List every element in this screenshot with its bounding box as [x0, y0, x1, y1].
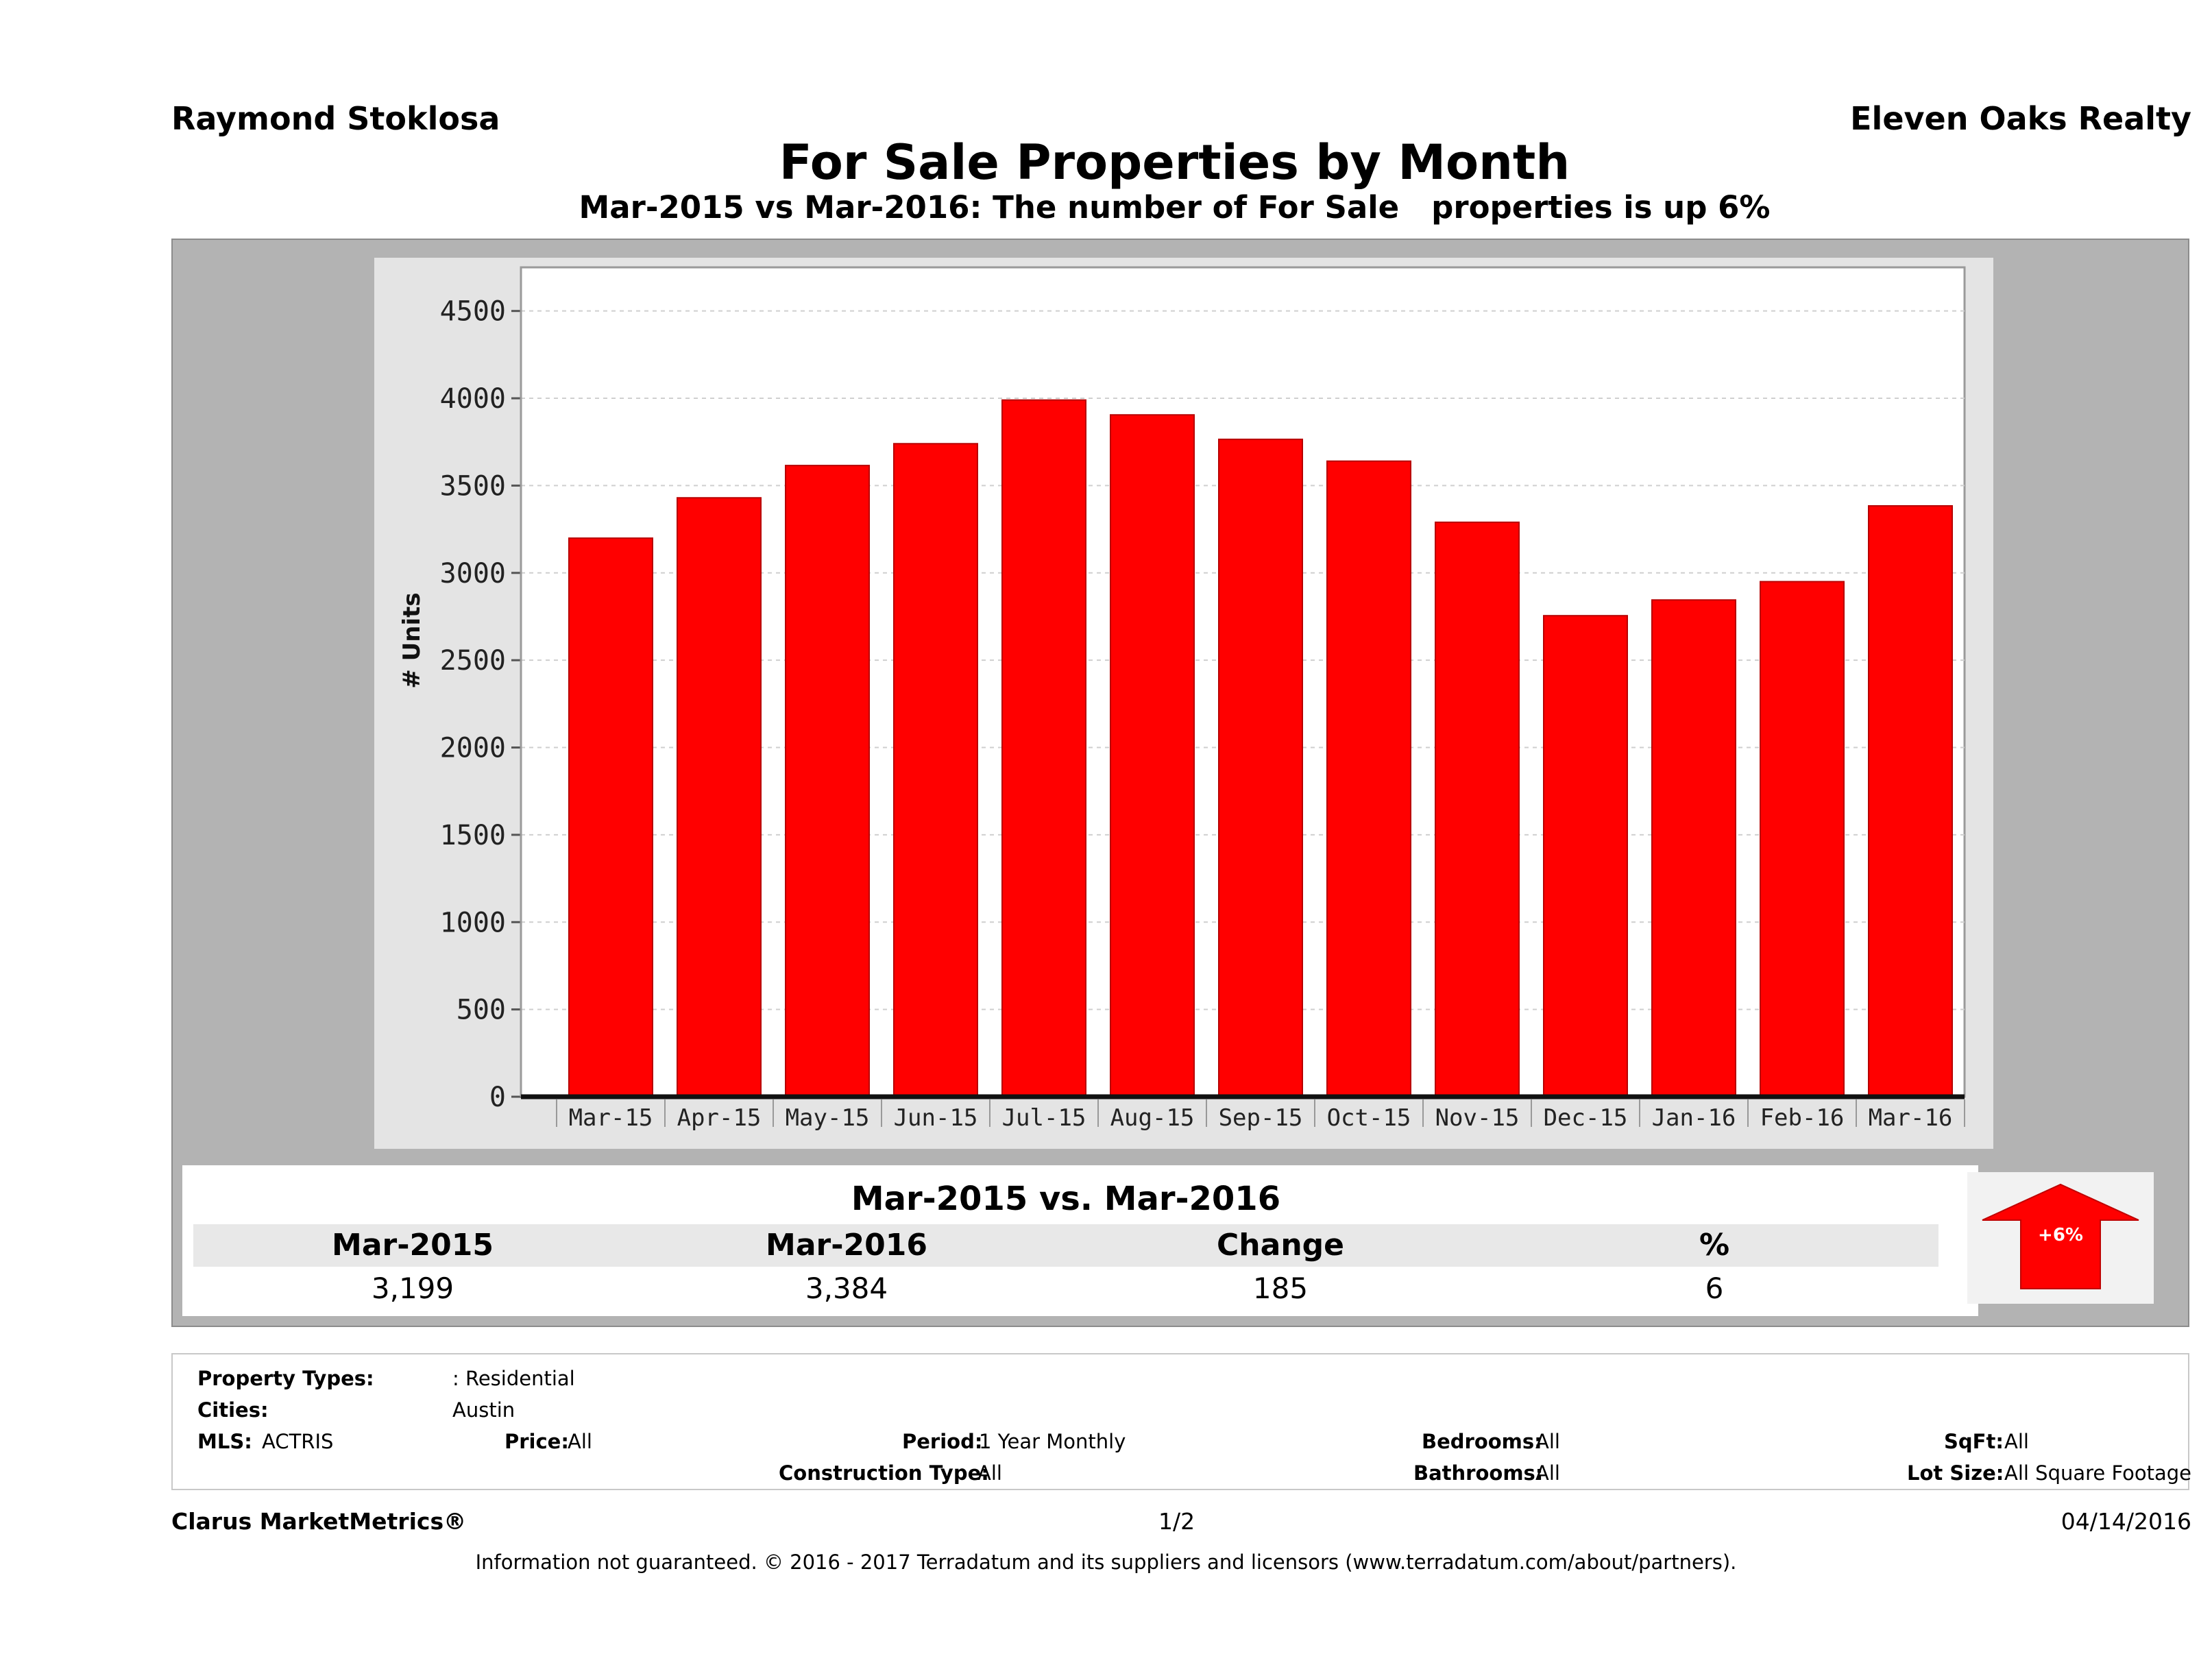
summary-header-mar2015: Mar-2015 — [332, 1228, 494, 1263]
bathrooms-label: Bathrooms: — [1413, 1461, 1544, 1485]
y-tick-label: 4500 — [440, 296, 506, 328]
summary-value-percent: 6 — [1705, 1272, 1724, 1305]
y-tick-label: 2500 — [440, 645, 506, 677]
x-tick-label: Sep-15 — [1219, 1104, 1303, 1132]
x-tick-label: Jan-16 — [1652, 1104, 1736, 1132]
x-tick-label: Nov-15 — [1435, 1104, 1520, 1132]
bar-nov-15 — [1435, 521, 1520, 1098]
y-tick-label: 1500 — [440, 820, 506, 851]
summary-header-change: Change — [1217, 1228, 1344, 1263]
chart-subtitle: Mar-2015 vs Mar-2016: The number of For … — [579, 189, 1771, 226]
property-types-value: : Residential — [452, 1367, 575, 1390]
bar-feb-16 — [1760, 581, 1845, 1097]
y-tick-label: 2000 — [440, 733, 506, 764]
up-arrow-icon: +6% — [1982, 1183, 2139, 1289]
agent-name: Raymond Stoklosa — [171, 100, 500, 137]
summary-title: Mar-2015 vs. Mar-2016 — [193, 1176, 1938, 1221]
lot-size-value: All Square Footage — [2004, 1461, 2192, 1485]
construction-type-value: All — [977, 1461, 1002, 1485]
property-types-label: Property Types: — [197, 1367, 374, 1390]
summary-value-change: 185 — [1252, 1272, 1309, 1305]
bar-mar-16 — [1868, 504, 1953, 1097]
x-tick-label: Jul-15 — [1002, 1104, 1086, 1132]
x-tick-label: Apr-15 — [677, 1104, 762, 1132]
mls-label: MLS: — [197, 1430, 252, 1453]
y-axis-label: # Units — [398, 592, 426, 688]
y-tick-label: 0 — [489, 1082, 506, 1113]
bar-dec-15 — [1543, 615, 1628, 1097]
price-value: All — [568, 1430, 592, 1453]
y-tick-label: 3000 — [440, 558, 506, 589]
x-tick-label: Feb-16 — [1760, 1104, 1845, 1132]
report-date: 04/14/2016 — [2061, 1508, 2191, 1535]
summary-header-row: Mar-2015 Mar-2016 Change % — [193, 1224, 1938, 1267]
x-tick-label: Dec-15 — [1544, 1104, 1628, 1132]
summary-header-percent: % — [1699, 1228, 1730, 1263]
page-number: 1/2 — [1158, 1508, 1195, 1535]
x-tick-label: Oct-15 — [1327, 1104, 1411, 1132]
chart-title: For Sale Properties by Month — [779, 134, 1570, 191]
bathrooms-value: All — [1535, 1461, 1560, 1485]
bar-jun-15 — [893, 443, 978, 1097]
cities-label: Cities: — [197, 1398, 269, 1422]
lot-size-label: Lot Size: — [1907, 1461, 2004, 1485]
change-badge: +6% — [1967, 1172, 2154, 1304]
period-value: 1 Year Monthly — [979, 1430, 1126, 1453]
bedrooms-value: All — [1535, 1430, 1560, 1453]
bar-jan-16 — [1651, 599, 1736, 1097]
y-tick-label: 3500 — [440, 470, 506, 502]
price-label: Price: — [505, 1430, 569, 1453]
y-tick-label: 4000 — [440, 383, 506, 415]
mls-value: ACTRIS — [262, 1430, 334, 1453]
sqft-label: SqFt: — [1944, 1430, 2004, 1453]
x-tick-label: Mar-15 — [569, 1104, 653, 1132]
bar-oct-15 — [1326, 460, 1411, 1098]
x-tick-label: Mar-16 — [1869, 1104, 1953, 1132]
y-tick-label: 1000 — [440, 907, 506, 938]
bar-aug-15 — [1110, 414, 1195, 1097]
summary-value-mar2016: 3,384 — [805, 1272, 888, 1305]
summary-value-row: 3,199 3,384 185 6 — [193, 1268, 1938, 1309]
bar-chart: 0 500 1000 1500 2000 2500 3000 3500 4000 4500 # Un… — [398, 266, 1966, 1132]
x-tick-label: Aug-15 — [1110, 1104, 1195, 1132]
bedrooms-label: Bedrooms: — [1422, 1430, 1542, 1453]
construction-type-label: Construction Type: — [779, 1461, 989, 1485]
cities-value: Austin — [452, 1398, 515, 1422]
period-label: Period: — [902, 1430, 983, 1453]
bar-mar-15 — [568, 537, 653, 1097]
bar-jul-15 — [1001, 399, 1086, 1098]
summary-header-mar2016: Mar-2016 — [766, 1228, 927, 1263]
disclaimer: Information not guaranteed. © 2016 - 201… — [475, 1551, 1737, 1574]
bar-may-15 — [785, 465, 870, 1097]
x-tick-label: Jun-15 — [894, 1104, 978, 1132]
filter-panel — [171, 1353, 2189, 1490]
footer-brand: Clarus MarketMetrics® — [171, 1508, 467, 1535]
x-tick-label: May-15 — [786, 1104, 870, 1132]
bar-sep-15 — [1218, 438, 1303, 1098]
summary-value-mar2015: 3,199 — [371, 1272, 454, 1305]
change-badge-label: +6% — [2038, 1225, 2083, 1245]
y-tick-label: 500 — [457, 995, 506, 1026]
bar-apr-15 — [677, 497, 762, 1097]
sqft-value: All — [2004, 1430, 2029, 1453]
brokerage-name: Eleven Oaks Realty — [1850, 100, 2191, 137]
